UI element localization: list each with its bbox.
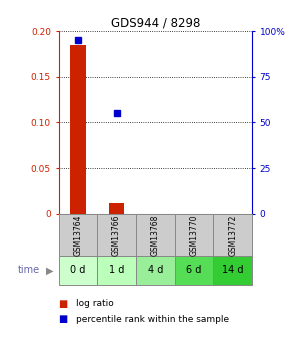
Text: GSM13772: GSM13772 xyxy=(228,215,237,256)
Text: GSM13768: GSM13768 xyxy=(151,215,160,256)
Text: ▶: ▶ xyxy=(46,266,54,275)
Text: log ratio: log ratio xyxy=(76,299,114,308)
Bar xyxy=(70,45,86,214)
Bar xyxy=(109,203,124,214)
Text: 4 d: 4 d xyxy=(148,266,163,275)
Text: 1 d: 1 d xyxy=(109,266,124,275)
Title: GDS944 / 8298: GDS944 / 8298 xyxy=(110,17,200,30)
Text: 14 d: 14 d xyxy=(222,266,243,275)
Text: GSM13764: GSM13764 xyxy=(74,214,82,256)
Text: 0 d: 0 d xyxy=(70,266,86,275)
Text: GSM13770: GSM13770 xyxy=(190,214,198,256)
Text: percentile rank within the sample: percentile rank within the sample xyxy=(76,315,229,324)
Text: 6 d: 6 d xyxy=(186,266,202,275)
Text: GSM13766: GSM13766 xyxy=(112,214,121,256)
Text: time: time xyxy=(18,266,40,275)
Text: ■: ■ xyxy=(59,299,68,308)
Text: ■: ■ xyxy=(59,314,68,324)
